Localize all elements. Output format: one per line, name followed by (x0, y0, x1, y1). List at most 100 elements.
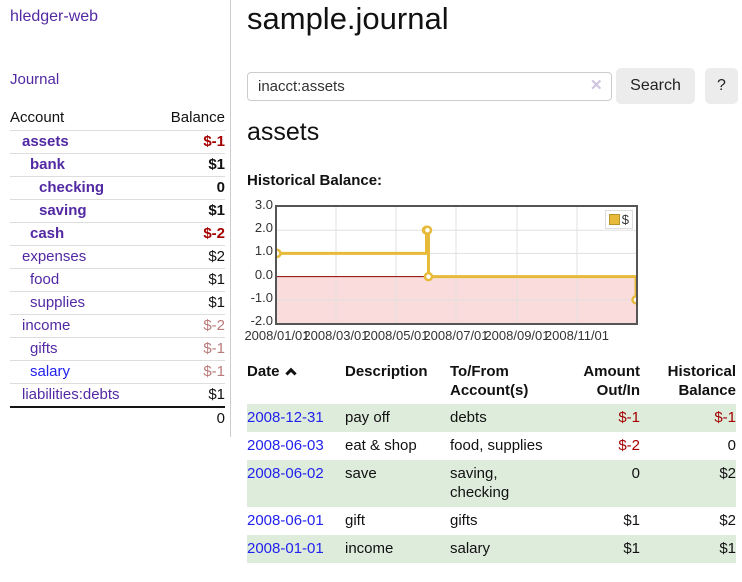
sidebar: hledger-web Journal Account Balance asse… (0, 0, 231, 437)
transaction-amount: $1 (623, 512, 640, 529)
sort-ascending-icon (284, 367, 297, 380)
account-balance: $1 (208, 271, 225, 288)
y-axis-tick-label: 0.0 (254, 266, 273, 282)
transaction-balance: $-1 (714, 409, 736, 426)
account-link-supplies[interactable]: supplies (30, 294, 86, 311)
y-axis-tick-label: 1.0 (254, 243, 273, 259)
transaction-balance: $1 (719, 540, 736, 557)
account-link-assets[interactable]: assets (22, 133, 69, 150)
transaction-row: 2008-06-01 gift gifts $1 $2 (247, 507, 736, 535)
chart-title: Historical Balance: (247, 172, 383, 189)
x-axis-tick-label: 2008/05/01 (363, 328, 429, 343)
account-link-cash[interactable]: cash (30, 225, 65, 242)
description-column-header: Description (345, 363, 428, 380)
transaction-amount: $-1 (618, 409, 640, 426)
transaction-balance: 0 (727, 437, 736, 454)
y-axis-tick-label: 2.0 (254, 220, 273, 236)
transaction-amount: 0 (631, 465, 640, 482)
accounts-total-row: 0 (10, 407, 225, 430)
transaction-description: gift (345, 512, 366, 529)
main-content: sample.journal ✕ Search ? assets Histori… (244, 0, 742, 582)
transaction-date-link[interactable]: 2008-06-02 (247, 465, 324, 482)
y-axis-tick-label: -1.0 (250, 289, 273, 305)
date-column-header[interactable]: Date (247, 362, 345, 400)
data-point-marker (422, 225, 433, 235)
account-row: bank $1 (10, 153, 225, 177)
transaction-balance: $2 (719, 465, 736, 482)
account-link-liabilities-debts[interactable]: liabilities:debts (22, 386, 120, 403)
account-link-expenses[interactable]: expenses (22, 248, 87, 265)
page-title: sample.journal (247, 1, 449, 36)
account-link-checking[interactable]: checking (39, 179, 105, 196)
transaction-accounts: salary (450, 540, 491, 557)
help-button[interactable]: ? (705, 68, 738, 104)
transaction-description: eat & shop (345, 437, 417, 454)
transaction-balance: $2 (719, 512, 736, 529)
x-axis-tick-label: 2008/11/01 (544, 328, 610, 343)
account-row: supplies $1 (10, 291, 225, 315)
amount-column-header: Amount Out/In (583, 363, 640, 399)
transaction-date-link[interactable]: 2008-12-31 (247, 409, 324, 426)
transaction-accounts: saving, checking (450, 465, 510, 501)
legend-swatch-icon (608, 214, 620, 225)
x-axis-tick-label: 2008/03/01 (303, 328, 369, 343)
account-balance: $-1 (203, 363, 225, 380)
transaction-accounts: gifts (450, 512, 478, 529)
chart-plot-area: $ (275, 205, 638, 325)
data-point-marker (423, 271, 434, 282)
account-link-bank[interactable]: bank (30, 156, 66, 173)
transaction-accounts: food, supplies (450, 437, 543, 454)
search-input[interactable] (247, 72, 612, 101)
account-row: checking 0 (10, 176, 225, 200)
x-axis-tick-label: 2008/09/01 (484, 328, 550, 343)
account-balance: $-1 (203, 340, 225, 357)
balance-column-header: Historical Balance (667, 363, 736, 399)
transaction-date-link[interactable]: 2008-06-03 (247, 437, 324, 454)
account-balance: $-2 (203, 317, 225, 334)
transaction-row: 2008-01-01 income salary $1 $1 (247, 535, 736, 563)
account-balance: $1 (208, 294, 225, 311)
transaction-date-link[interactable]: 2008-01-01 (247, 540, 324, 557)
x-axis-tick-label: 2008/07/01 (423, 328, 489, 343)
account-row: assets $-1 (10, 130, 225, 154)
account-row: income $-2 (10, 314, 225, 338)
y-axis-tick-label: 3.0 (254, 197, 273, 212)
chart-canvas (277, 207, 636, 323)
account-link-income[interactable]: income (22, 317, 71, 334)
account-link-food[interactable]: food (30, 271, 60, 288)
clear-search-icon[interactable]: ✕ (590, 77, 603, 94)
search-bar: ✕ Search ? (247, 68, 742, 104)
chart-legend: $ (604, 210, 633, 229)
transaction-amount: $-2 (618, 437, 640, 454)
search-button[interactable]: Search (616, 68, 695, 104)
account-row: gifts $-1 (10, 337, 225, 361)
transaction-amount: $1 (623, 540, 640, 557)
account-link-gifts[interactable]: gifts (30, 340, 58, 357)
app-title-link[interactable]: hledger-web (10, 8, 99, 25)
account-balance: 0 (216, 179, 225, 196)
account-link-saving[interactable]: saving (39, 202, 87, 219)
account-balance: $1 (208, 386, 225, 403)
y-axis-tick-label: -2.0 (250, 313, 273, 328)
accounts-total-balance: 0 (216, 410, 225, 427)
account-section-title: assets (247, 118, 320, 146)
account-row: food $1 (10, 268, 225, 292)
nav-journal-link[interactable]: Journal (10, 71, 60, 88)
transaction-date-link[interactable]: 2008-06-01 (247, 512, 324, 529)
account-balance: $1 (208, 156, 225, 173)
account-link-salary[interactable]: salary (30, 363, 71, 380)
transaction-row: 2008-06-02 save saving, checking 0 $2 (247, 460, 736, 507)
account-balance: $-1 (203, 133, 225, 150)
historical-balance-chart: 3.0 2.0 1.0 0.0 -1.0 -2.0 $ 2008/01/01 2008/03… (244, 198, 742, 343)
account-row: salary $-1 (10, 360, 225, 384)
legend-label: $ (621, 212, 629, 227)
account-balance: $1 (208, 202, 225, 219)
accounts-column-header: To/From Account(s) (450, 363, 529, 399)
account-row: cash $-2 (10, 222, 225, 246)
account-balance: $-2 (203, 225, 225, 242)
account-row: saving $1 (10, 199, 225, 223)
transaction-accounts: debts (450, 409, 487, 426)
account-row: liabilities:debts $1 (10, 383, 225, 408)
accounts-column-header: Account (10, 109, 65, 126)
transaction-description: pay off (345, 409, 390, 426)
